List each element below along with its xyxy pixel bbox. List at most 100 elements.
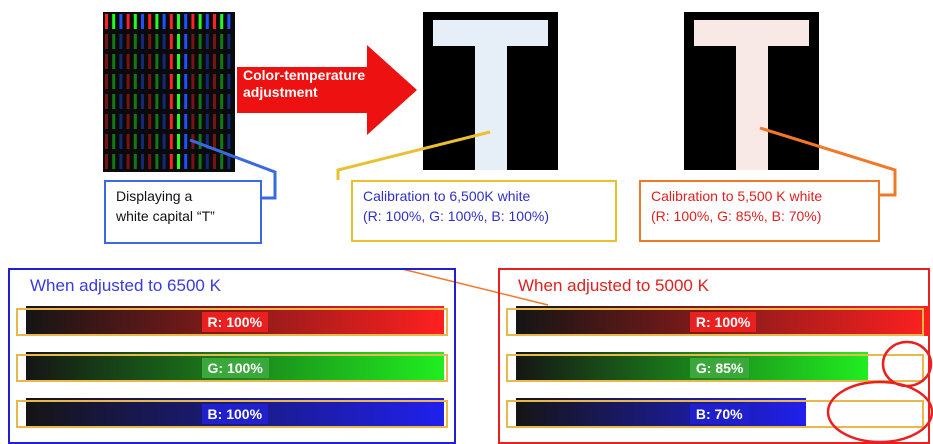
subpixel — [227, 74, 231, 89]
subpixel — [177, 134, 180, 149]
subpixel — [126, 114, 130, 129]
subpixel — [205, 74, 209, 89]
subpixel — [105, 34, 108, 49]
subpixel — [126, 14, 130, 29]
subpixel — [119, 94, 123, 109]
subpixel — [205, 54, 209, 69]
subpixel — [105, 154, 108, 169]
subpixel — [119, 14, 123, 29]
subpixel — [169, 154, 173, 169]
subpixel — [220, 54, 224, 69]
subpixel — [133, 54, 137, 69]
subpixel — [105, 114, 108, 129]
subpixel — [148, 154, 152, 169]
calibration-6500-line1: Calibration to 6,500K white — [363, 188, 531, 204]
subpixel — [169, 54, 173, 69]
subpixel — [105, 94, 108, 109]
subpixel — [133, 134, 137, 149]
subpixel — [133, 14, 137, 29]
subpixel — [162, 94, 166, 109]
subpixel — [191, 14, 195, 29]
subpixel — [220, 134, 224, 149]
subpixel — [133, 74, 137, 89]
subpixel — [141, 14, 144, 29]
subpixel — [177, 94, 180, 109]
subpixel — [112, 14, 116, 29]
subpixel — [141, 34, 144, 49]
t-letter-6500 — [433, 20, 548, 170]
subpixel — [184, 14, 188, 29]
subpixel — [198, 74, 202, 89]
panel-6500: When adjusted to 6500 K — [8, 268, 456, 444]
subpixel — [177, 74, 180, 89]
subpixel — [169, 34, 173, 49]
subpixel — [184, 154, 188, 169]
subpixel — [227, 134, 231, 149]
subpixel — [155, 94, 159, 109]
subpixel-grid-svg — [105, 14, 231, 169]
subpixel — [112, 94, 116, 109]
right-bar-2 — [516, 398, 806, 428]
subpixel — [112, 34, 116, 49]
subpixel — [184, 94, 188, 109]
subpixel — [213, 154, 216, 169]
subpixel — [133, 154, 137, 169]
subpixel — [227, 154, 231, 169]
subpixel — [148, 54, 152, 69]
subpixel — [141, 134, 144, 149]
subpixel — [177, 54, 180, 69]
subpixel — [112, 134, 116, 149]
panel-5000-title: When adjusted to 5000 K — [518, 276, 709, 295]
subpixel — [155, 154, 159, 169]
right-bar-label-0: R: 100% — [689, 312, 757, 332]
subpixel — [191, 94, 195, 109]
subpixel — [133, 114, 137, 129]
t-panel-5500 — [684, 12, 819, 170]
calibration-5500-line2: (R: 100%, G: 85%, B: 70%) — [651, 208, 822, 224]
subpixel — [191, 54, 195, 69]
subpixel — [227, 34, 231, 49]
arrow-icon — [237, 45, 417, 135]
subpixel — [112, 54, 116, 69]
subpixel — [227, 14, 231, 29]
subpixel — [205, 94, 209, 109]
subpixel — [105, 54, 108, 69]
subpixel — [177, 14, 180, 29]
subpixel — [205, 154, 209, 169]
subpixel — [227, 54, 231, 69]
subpixel — [184, 54, 188, 69]
subpixel — [141, 74, 144, 89]
subpixel — [191, 154, 195, 169]
subpixel — [213, 114, 216, 129]
subpixel — [169, 94, 173, 109]
subpixel — [148, 14, 152, 29]
subpixel — [155, 134, 159, 149]
subpixel — [148, 114, 152, 129]
subpixel — [162, 14, 166, 29]
subpixel — [112, 74, 116, 89]
subpixel — [191, 34, 195, 49]
subpixel — [155, 34, 159, 49]
left-bar-outline-1 — [16, 354, 448, 382]
subpixel — [119, 54, 123, 69]
subpixel — [105, 134, 108, 149]
subpixel — [141, 54, 144, 69]
subpixel — [184, 34, 188, 49]
display-box-line1: Displaying a — [116, 188, 193, 204]
subpixel — [213, 14, 216, 29]
subpixel — [112, 114, 116, 129]
subpixel — [191, 114, 195, 129]
subpixel — [126, 54, 130, 69]
subpixel — [162, 74, 166, 89]
green-deficit-circle — [881, 340, 933, 388]
subpixel — [177, 114, 180, 129]
subpixel — [162, 134, 166, 149]
subpixel — [198, 134, 202, 149]
subpixel — [119, 134, 123, 149]
subpixel — [198, 154, 202, 169]
subpixel — [126, 94, 130, 109]
right-bar-outline-2 — [506, 400, 924, 428]
subpixel — [119, 154, 123, 169]
subpixel — [148, 134, 152, 149]
